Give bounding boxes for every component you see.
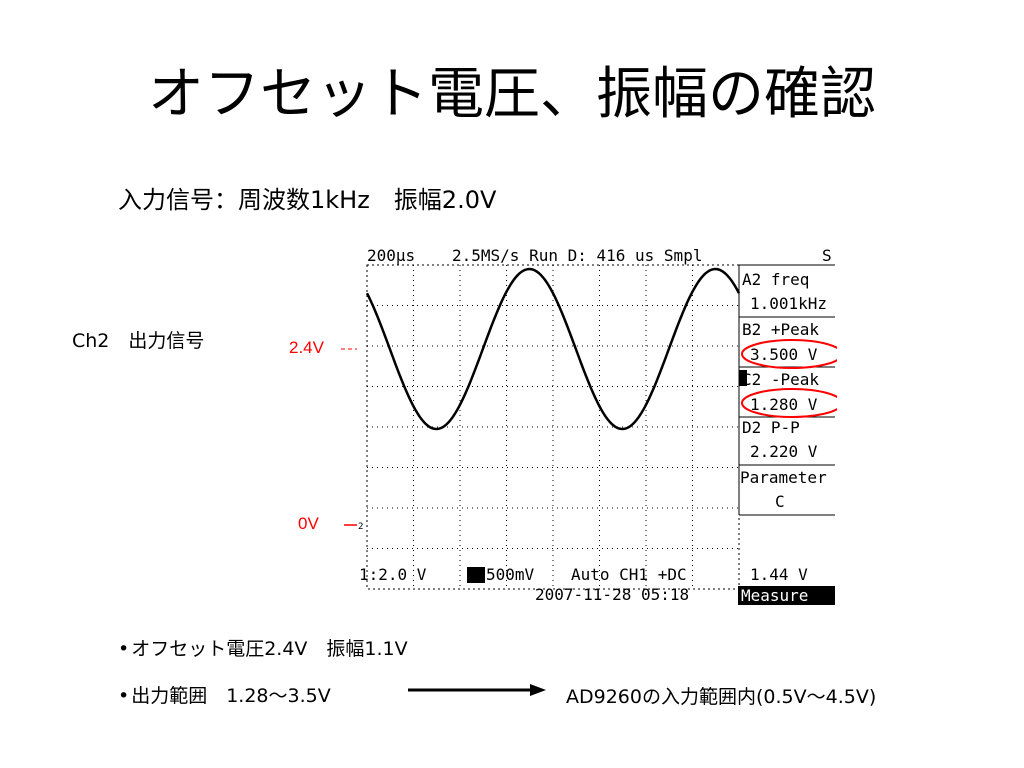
measure-c-value: 1.280 V xyxy=(750,395,818,414)
bullet-offset-text: オフセット電圧2.4V 振幅1.1V xyxy=(131,638,408,660)
footer-trigger-level: 1.44 V xyxy=(750,565,808,584)
parameter-value: C xyxy=(775,492,785,511)
bullet-dot: • xyxy=(118,638,130,660)
measure-c-label: C2 -Peak xyxy=(742,370,819,389)
slide-title: オフセット電圧、振幅の確認 xyxy=(148,62,876,127)
input-signal-subtitle: 入力信号：周波数1kHz 振幅2.0V xyxy=(118,186,497,214)
bullet-offset-amplitude: • オフセット電圧2.4V 振幅1.1V xyxy=(118,636,408,662)
scope-grid xyxy=(366,264,740,590)
level-label-zero: 0V xyxy=(298,514,319,533)
scope-timebase: 200μs xyxy=(367,246,415,265)
footer-scale: 1:2.0 V xyxy=(359,565,427,584)
scope-status: 2.5MS/s Run D: 416 us Smpl xyxy=(452,246,702,265)
oscilloscope-screen: 200μs 2.5MS/s Run D: 416 us Smpl S 2 A2 xyxy=(357,243,837,608)
measure-a-label: A2 freq xyxy=(742,270,809,289)
bullet-range-text: 出力範囲 1.28～3.5V xyxy=(131,685,331,707)
measure-menu-label: Measure xyxy=(741,586,808,605)
measure-d-label: D2 P-P xyxy=(742,418,800,437)
measure-b-label: B2 +Peak xyxy=(742,320,819,339)
ch2-ground-marker: 2 xyxy=(358,522,363,532)
bullet-output-range: • 出力範囲 1.28～3.5V xyxy=(118,683,331,709)
ch2-indicator-block xyxy=(467,567,485,583)
footer-datetime: 2007-11-28 05:18 xyxy=(535,585,689,604)
selected-channel-marker xyxy=(739,370,747,386)
scope-flag: S xyxy=(822,246,832,265)
measure-menu-box xyxy=(738,586,835,605)
measurement-panel: A2 freq 1.001kHz B2 +Peak 3.500 V C2 -Pe… xyxy=(738,264,835,516)
ch2-output-label: Ch2 出力信号 xyxy=(72,330,205,352)
ad9260-range-note: AD9260の入力範囲内(0.5V～4.5V) xyxy=(566,686,877,708)
footer-ch2-volts: 500mV xyxy=(486,565,535,584)
circle-highlight-plus-peak xyxy=(741,339,837,369)
measure-d-value: 2.220 V xyxy=(750,442,818,461)
footer-trigger-mode: Auto CH1 +DC xyxy=(571,565,687,584)
bullet-dot: • xyxy=(118,685,130,707)
ch2-sine-waveform xyxy=(365,267,741,431)
level-label-high: 2.4V xyxy=(289,338,324,357)
measure-b-value: 3.500 V xyxy=(750,345,818,364)
parameter-label: Parameter xyxy=(740,468,827,487)
right-arrow-icon xyxy=(408,684,546,696)
measure-a-value: 1.001kHz xyxy=(750,294,827,313)
circle-highlight-minus-peak xyxy=(741,388,837,418)
